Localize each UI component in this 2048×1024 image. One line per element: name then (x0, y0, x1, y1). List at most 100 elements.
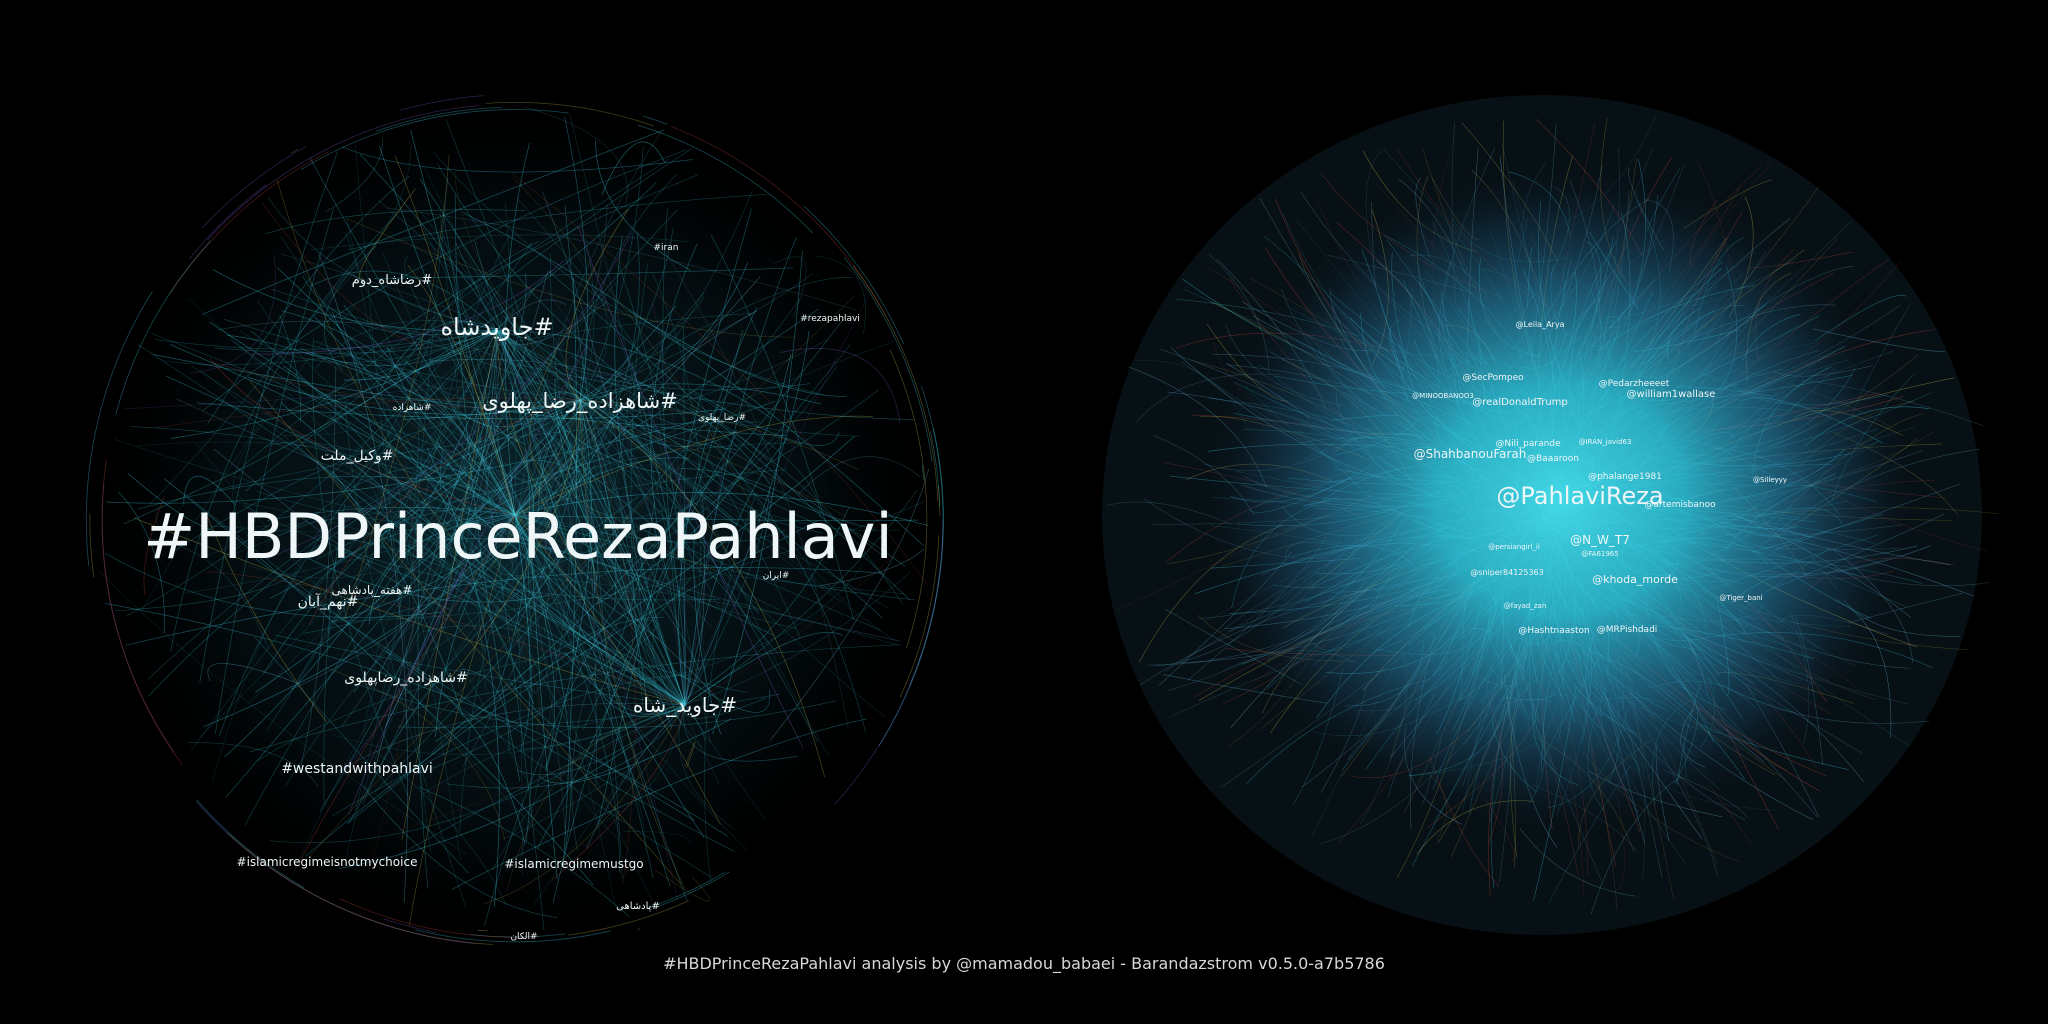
hashtag-edge (517, 363, 914, 420)
hashtag-edge (205, 416, 537, 528)
hashtag-edge (586, 704, 686, 849)
hashtag-edge (496, 329, 544, 385)
hashtag-edge (199, 369, 597, 688)
hashtag-edge (448, 401, 776, 504)
hashtag-edge (156, 490, 194, 528)
hashtag-edge (819, 548, 925, 586)
hashtag-edge (496, 269, 555, 331)
hashtag-edge (212, 269, 498, 332)
hashtag-edge (203, 465, 596, 728)
hashtag-edge (579, 383, 821, 405)
hashtag-edge (413, 246, 503, 331)
hashtag-edge (348, 344, 588, 816)
hashtag-edge (445, 118, 673, 729)
hashtag-label: #الکان (510, 932, 537, 942)
hashtag-ring-edge (670, 125, 887, 317)
hashtag-edge (319, 329, 498, 812)
hashtag-edge (420, 399, 581, 657)
hashtag-network-edges (85, 95, 944, 945)
hashtag-edge (514, 190, 753, 516)
hashtag-edge (604, 422, 686, 706)
hashtag-edge (432, 399, 581, 424)
account-label: @IRAN_javid63 (1579, 438, 1632, 446)
hashtag-edge (136, 441, 531, 482)
hashtag-edge (309, 270, 498, 331)
hashtag-edge (455, 242, 686, 706)
hashtag-edge (314, 316, 686, 706)
account-label: @Leila_Arya (1516, 320, 1565, 329)
account-label: @Nili_parande (1495, 439, 1561, 449)
hashtag-edge (442, 442, 803, 526)
hashtag-ring-edge (399, 95, 485, 111)
account-label: @MINOOBANOO3 (1412, 392, 1474, 400)
hashtag-edge (472, 312, 581, 405)
hashtag-edge (312, 338, 410, 801)
hashtag-edge (815, 255, 866, 334)
hashtag-edge (564, 116, 588, 401)
hashtag-edge (148, 406, 576, 697)
hashtag-edge (484, 460, 729, 927)
hashtag-edge (496, 329, 720, 784)
hashtag-edge (514, 514, 919, 521)
hashtag-edge (190, 333, 550, 751)
hashtag-edge (684, 237, 797, 706)
hashtag-edge (345, 329, 498, 475)
hashtag-edge (595, 532, 686, 706)
hashtag-edge (529, 325, 571, 488)
hashtag-edge (339, 704, 686, 869)
account-edge (1710, 786, 1752, 845)
hashtag-edge (376, 514, 516, 542)
hashtag-edge (579, 273, 813, 401)
hashtag-edge (579, 399, 617, 610)
account-label: @realDonaldTrump (1472, 397, 1568, 408)
hashtag-edge (244, 209, 678, 826)
hashtag-edge (514, 514, 700, 671)
hashtag-edge (368, 329, 498, 616)
hashtag-edge (571, 570, 656, 851)
hashtag-edge (579, 399, 737, 450)
hashtag-edge (285, 470, 601, 787)
hashtag-edge (627, 310, 846, 397)
hashtag-edge (684, 453, 725, 706)
hashtag-edge (341, 146, 693, 173)
hashtag-ring-edge (195, 801, 476, 944)
hashtag-edge (256, 490, 516, 525)
hashtag-edge (125, 567, 884, 646)
hashtag-edge (496, 329, 661, 474)
hashtag-edge (233, 501, 686, 706)
hashtag-edge (581, 365, 838, 586)
hashtag-edge (684, 487, 770, 706)
hashtag-edge (678, 307, 758, 706)
hashtag-edge (214, 208, 335, 734)
hashtag-edge (596, 353, 792, 605)
hashtag-edge (514, 514, 748, 851)
hashtag-edge (251, 330, 535, 705)
hashtag-edge (514, 310, 757, 516)
hashtag-edge (163, 329, 498, 366)
account-label: @ShahbanouFarah (1414, 447, 1527, 461)
hashtag-edge (266, 329, 498, 731)
hashtag-edge (651, 302, 686, 706)
hashtag-edge (347, 193, 768, 251)
hashtag-edge (486, 391, 581, 471)
hashtag-edge (353, 514, 516, 693)
hashtag-edge (267, 338, 431, 541)
account-label: @fayad_zan (1504, 602, 1547, 610)
hashtag-edge (309, 157, 516, 516)
hashtag-edge (318, 252, 409, 903)
hashtag-edge (205, 511, 327, 723)
hashtag-edge (496, 329, 678, 900)
hashtag-edge (514, 514, 616, 907)
hashtag-edge (514, 514, 646, 852)
hashtag-edge (187, 742, 319, 787)
hashtag-ring-edge (878, 427, 944, 747)
hashtag-edge (407, 177, 449, 623)
hashtag-label: #islamicregimemustgo (504, 857, 643, 871)
hashtag-edge (257, 650, 577, 761)
hashtag-edge (375, 345, 625, 690)
hashtag-edge (510, 681, 695, 821)
hashtag-edge (127, 473, 244, 534)
hashtag-edge (435, 436, 855, 742)
hashtag-edge (713, 445, 867, 733)
